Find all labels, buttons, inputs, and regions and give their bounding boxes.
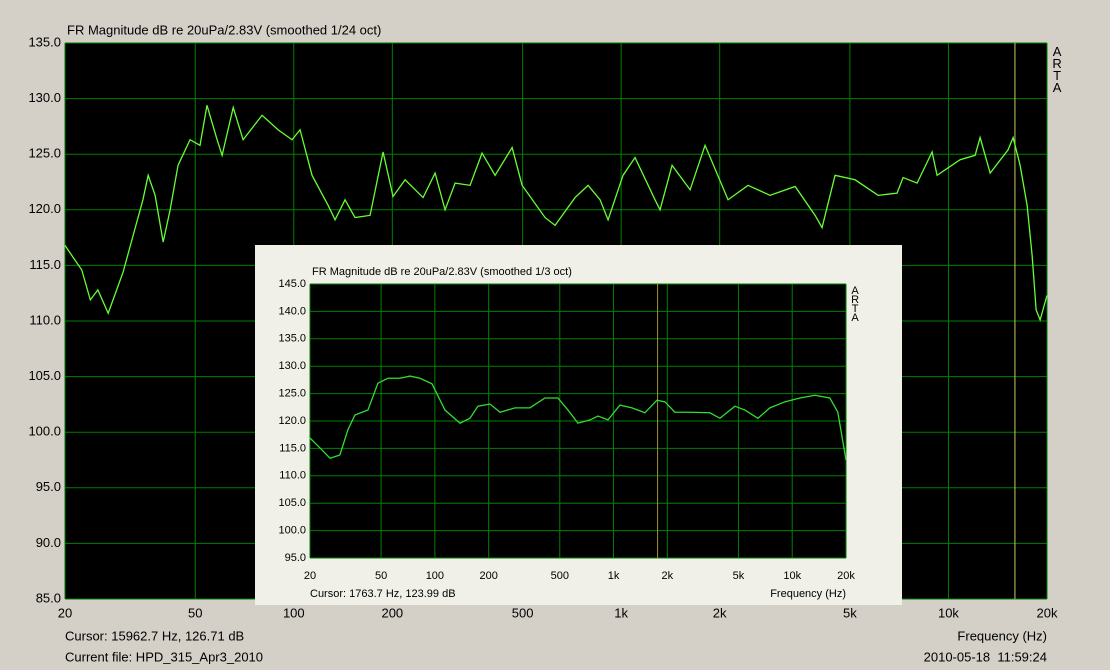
x-tick-label: 5k bbox=[843, 605, 857, 620]
y-tick-label: 130.0 bbox=[278, 360, 306, 372]
y-tick-label: 135.0 bbox=[28, 34, 61, 49]
x-tick-label: 20 bbox=[58, 605, 72, 620]
y-tick-label: 110.0 bbox=[29, 312, 61, 327]
x-tick-label: 1k bbox=[614, 605, 628, 620]
x-tick-label: 20 bbox=[304, 570, 316, 582]
x-tick-label: 2k bbox=[713, 605, 727, 620]
y-tick-label: 125.0 bbox=[278, 388, 306, 400]
chart-panel: 95.0 100.0 105.0 110.0 115.0 120.0 125.0 130.0 1… bbox=[255, 245, 902, 605]
x-tick-label: 100 bbox=[283, 605, 305, 620]
x-tick-label: 20k bbox=[1037, 605, 1058, 620]
x-tick-label: 1k bbox=[608, 570, 620, 582]
y-tick-label: 105.0 bbox=[278, 497, 306, 509]
x-tick-label: 10k bbox=[783, 570, 801, 582]
x-tick-label: 2k bbox=[662, 570, 674, 582]
chart-title: FR Magnitude dB re 20uPa/2.83V (smoothed… bbox=[312, 266, 572, 278]
y-tick-label: 85.0 bbox=[36, 590, 61, 605]
y-tick-label: 90.0 bbox=[36, 535, 61, 550]
y-tick-label: 115.0 bbox=[29, 257, 61, 272]
y-tick-label: 105.0 bbox=[28, 368, 61, 383]
curve bbox=[64, 104, 1048, 322]
cursor-readout: Cursor: 1763.7 Hz, 123.99 dB bbox=[310, 588, 456, 600]
x-tick-label: 50 bbox=[375, 570, 387, 582]
x-tick-label: 5k bbox=[733, 570, 745, 582]
timestamp: 2010-05-18 11:59:24 bbox=[924, 649, 1047, 664]
y-tick-label: 140.0 bbox=[278, 305, 306, 317]
y-tick-label: 95.0 bbox=[285, 552, 306, 564]
curve bbox=[309, 375, 847, 461]
x-tick-label: 100 bbox=[426, 570, 444, 582]
y-tick-label: 130.0 bbox=[28, 90, 61, 105]
x-tick-label: 500 bbox=[551, 570, 569, 582]
x-tick-label: 50 bbox=[188, 605, 202, 620]
y-tick-label: 125.0 bbox=[28, 146, 61, 161]
y-tick-label: 145.0 bbox=[278, 278, 306, 290]
y-tick-label: 100.0 bbox=[28, 424, 61, 439]
watermark: ARTA bbox=[1050, 44, 1065, 92]
x-tick-label: 200 bbox=[381, 605, 403, 620]
y-tick-label: 120.0 bbox=[28, 201, 61, 216]
x-tick-label: 500 bbox=[512, 605, 534, 620]
y-tick-label: 135.0 bbox=[278, 333, 306, 345]
watermark: ARTA bbox=[849, 285, 861, 321]
y-tick-label: 120.0 bbox=[278, 415, 306, 427]
y-tick-label: 110.0 bbox=[279, 470, 306, 482]
x-tick-label: 20k bbox=[837, 570, 855, 582]
y-tick-label: 95.0 bbox=[36, 479, 61, 494]
y-tick-label: 100.0 bbox=[278, 525, 306, 537]
cursor-readout: Cursor: 15962.7 Hz, 126.71 dB bbox=[65, 628, 244, 643]
x-tick-label: 200 bbox=[479, 570, 497, 582]
chart-title: FR Magnitude dB re 20uPa/2.83V (smoothed… bbox=[67, 22, 381, 37]
y-tick-label: 115.0 bbox=[279, 442, 306, 454]
x-tick-label: 10k bbox=[938, 605, 959, 620]
x-axis-label: Frequency (Hz) bbox=[957, 628, 1047, 643]
file-label: Current file: HPD_315_Apr3_2010 bbox=[65, 649, 263, 664]
x-axis-label: Frequency (Hz) bbox=[770, 588, 846, 600]
